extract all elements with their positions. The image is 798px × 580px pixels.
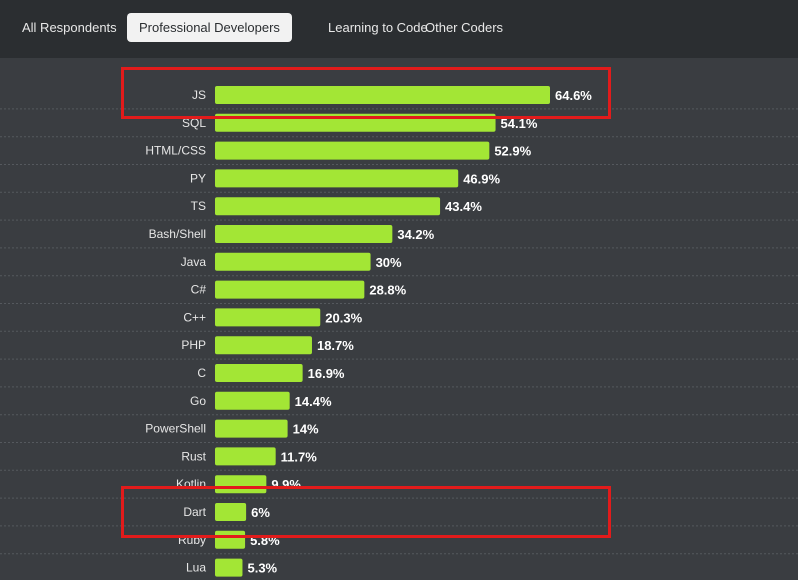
bar-c: [215, 364, 303, 382]
bar-html-css: [215, 141, 490, 160]
bar-dart: [215, 503, 247, 521]
category-label-java: Java: [181, 255, 207, 269]
value-label-lua: 5.3%: [247, 561, 277, 576]
bar-rust: [215, 447, 276, 466]
value-label-php: 18.7%: [317, 338, 354, 353]
category-label-c-: C++: [183, 310, 206, 324]
language-bar-chart: JS 64.6% SQL 54.1% HTML/CSS 52.9% PY 46.9% TS 43.…: [0, 86, 798, 577]
tab-all-respondents[interactable]: All Respondents: [22, 20, 117, 35]
category-label-kotlin: Kotlin: [176, 477, 206, 491]
category-label-c: C: [197, 366, 206, 380]
category-label-powershell: PowerShell: [145, 422, 206, 436]
category-label-dart: Dart: [183, 505, 206, 519]
value-label-ruby: 5.8%: [250, 533, 280, 548]
value-label-html-css: 52.9%: [494, 144, 531, 159]
category-label-lua: Lua: [186, 561, 206, 575]
bar-go: [215, 391, 290, 410]
bar-c-: [215, 308, 321, 327]
bar-ruby: [215, 530, 246, 549]
value-label-c-: 20.3%: [325, 310, 362, 325]
category-label-rust: Rust: [181, 449, 206, 463]
category-label-js: JS: [192, 88, 206, 102]
category-label-c-: C#: [191, 283, 207, 297]
value-label-c-: 28.8%: [369, 283, 406, 298]
category-label-php: PHP: [181, 338, 206, 352]
value-label-java: 30%: [376, 255, 402, 270]
value-label-go: 14.4%: [295, 394, 332, 409]
bar-bash-shell: [215, 225, 393, 243]
value-label-powershell: 14%: [293, 422, 319, 437]
tab-professional-developers[interactable]: Professional Developers: [127, 13, 292, 42]
value-label-rust: 11.7%: [281, 449, 318, 464]
bar-ts: [215, 197, 441, 216]
bar-c-: [215, 280, 365, 299]
category-label-ts: TS: [191, 199, 206, 213]
bar-powershell: [215, 419, 288, 438]
value-label-py: 46.9%: [463, 171, 500, 186]
bar-py: [215, 169, 459, 188]
tab-learning-to-code[interactable]: Learning to Code: [328, 20, 428, 35]
category-label-py: PY: [190, 171, 206, 185]
tab-other-coders[interactable]: Other Coders: [425, 20, 504, 35]
category-label-bash-shell: Bash/Shell: [149, 227, 206, 241]
bar-sql: [215, 113, 496, 132]
category-label-html-css: HTML/CSS: [145, 144, 206, 158]
bar-lua: [215, 558, 243, 577]
filter-tab-bar: All Respondents Professional Developers …: [0, 0, 798, 58]
bar-java: [215, 252, 371, 271]
bar-kotlin: [215, 475, 267, 494]
value-label-c: 16.9%: [308, 366, 345, 381]
value-label-js: 64.6%: [555, 88, 592, 103]
value-label-kotlin: 9.9%: [271, 477, 301, 492]
category-label-sql: SQL: [182, 116, 206, 130]
value-label-ts: 43.4%: [445, 199, 482, 214]
category-label-ruby: Ruby: [178, 533, 206, 547]
bar-js: [215, 86, 550, 104]
value-label-dart: 6%: [251, 505, 270, 520]
value-label-sql: 54.1%: [501, 116, 538, 131]
category-label-go: Go: [190, 394, 206, 408]
value-label-bash-shell: 34.2%: [397, 227, 434, 242]
bar-php: [215, 336, 312, 355]
